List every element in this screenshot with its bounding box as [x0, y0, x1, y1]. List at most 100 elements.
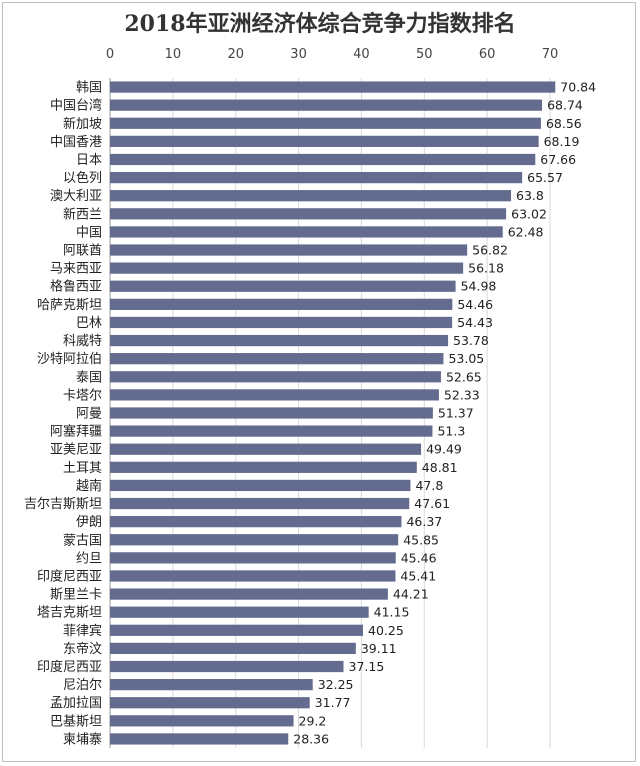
- bar: [110, 516, 402, 528]
- category-label: 东帝汶: [63, 641, 102, 657]
- value-label: 45.85: [403, 532, 439, 547]
- x-tick-label: 10: [165, 47, 182, 62]
- value-label: 63.8: [516, 188, 544, 203]
- category-label: 越南: [76, 478, 102, 494]
- bar: [110, 407, 433, 419]
- x-tick-label: 70: [542, 47, 559, 62]
- value-label: 56.18: [468, 261, 504, 276]
- category-label: 格鲁西亚: [50, 279, 102, 295]
- bar: [110, 316, 453, 329]
- value-label: 37.15: [349, 659, 385, 674]
- category-label: 阿曼: [76, 407, 102, 422]
- value-label: 70.84: [560, 80, 596, 95]
- category-label: 中国香港: [50, 135, 102, 150]
- bar: [110, 733, 289, 745]
- category-label: 斯里兰卡: [50, 588, 102, 603]
- bar: [110, 99, 543, 111]
- bar: [110, 117, 541, 129]
- chart-title: 2018年亚洲经济体综合竞争力指数排名: [124, 11, 516, 37]
- value-label: 54.46: [457, 297, 493, 312]
- category-label: 中国: [76, 225, 102, 240]
- x-tick-label: 20: [227, 47, 244, 62]
- bar: [110, 135, 539, 147]
- bar: [110, 570, 396, 582]
- category-label: 印度尼西亚: [37, 659, 102, 675]
- category-label: 日本: [76, 153, 102, 168]
- category-label: 土耳其: [63, 461, 102, 476]
- bar: [110, 226, 503, 238]
- bar: [110, 389, 439, 401]
- category-label: 新加坡: [63, 116, 102, 132]
- x-tick-label: 60: [479, 47, 496, 62]
- value-label: 68.56: [546, 116, 582, 131]
- bar: [110, 715, 294, 727]
- bar: [110, 660, 344, 673]
- value-label: 56.82: [472, 243, 508, 258]
- value-label: 68.74: [547, 98, 583, 113]
- bar: [110, 588, 388, 600]
- category-label: 哈萨克斯坦: [37, 298, 102, 313]
- category-label: 泰国: [76, 370, 102, 385]
- value-label: 45.46: [401, 550, 437, 565]
- value-label: 54.98: [461, 279, 497, 294]
- category-label: 约旦: [76, 551, 102, 566]
- value-label: 62.48: [508, 224, 544, 239]
- category-label: 韩国: [76, 81, 102, 96]
- bar: [110, 443, 422, 455]
- value-label: 54.43: [457, 315, 493, 330]
- category-label: 巴林: [76, 316, 102, 331]
- value-label: 65.57: [527, 170, 563, 185]
- x-tick-label: 30: [290, 47, 307, 62]
- bar: [110, 153, 536, 166]
- value-label: 51.37: [438, 406, 474, 421]
- bar: [110, 624, 363, 636]
- value-label: 40.25: [368, 623, 404, 638]
- bar: [110, 425, 433, 437]
- bar: [110, 262, 464, 274]
- category-label: 柬埔寨: [63, 731, 102, 747]
- bar: [110, 371, 441, 383]
- bar: [110, 642, 356, 655]
- bar: [110, 208, 507, 220]
- value-label: 32.25: [318, 677, 354, 692]
- bar: [110, 606, 369, 618]
- category-label: 尼泊尔: [63, 678, 102, 693]
- value-label: 44.21: [393, 587, 429, 602]
- bar: [110, 280, 456, 292]
- category-label: 蒙古国: [63, 533, 102, 548]
- x-tick-label: 40: [353, 47, 370, 62]
- category-label: 中国台湾: [50, 98, 102, 114]
- value-label: 51.3: [437, 424, 465, 439]
- bar: [110, 171, 523, 184]
- category-label: 亚美尼亚: [50, 443, 102, 458]
- category-label: 以色列: [63, 170, 102, 186]
- value-label: 46.37: [406, 514, 442, 529]
- category-label: 阿联酋: [63, 243, 102, 259]
- bar: [110, 534, 399, 546]
- value-label: 28.36: [293, 731, 329, 746]
- value-label: 67.66: [540, 152, 576, 167]
- bar: [110, 81, 556, 93]
- bar: [110, 190, 512, 202]
- category-label: 菲律宾: [63, 623, 102, 639]
- value-label: 41.15: [374, 605, 410, 620]
- value-label: 53.78: [453, 333, 489, 348]
- category-label: 孟加拉国: [50, 696, 102, 711]
- value-label: 29.2: [299, 713, 327, 728]
- value-label: 68.19: [544, 134, 580, 149]
- value-label: 47.8: [415, 478, 443, 493]
- bar: [110, 497, 410, 510]
- category-label: 印度尼西亚: [37, 568, 102, 584]
- value-label: 49.49: [426, 442, 462, 457]
- value-label: 48.81: [422, 460, 458, 475]
- bar: [110, 697, 310, 709]
- category-label: 塔吉克斯坦: [37, 606, 102, 621]
- category-label: 巴基斯坦: [50, 714, 102, 729]
- category-label: 马来西亚: [50, 262, 102, 277]
- value-label: 47.61: [414, 496, 450, 511]
- value-label: 31.77: [315, 695, 351, 710]
- value-label: 39.11: [361, 641, 397, 656]
- x-tick-label: 50: [416, 47, 433, 62]
